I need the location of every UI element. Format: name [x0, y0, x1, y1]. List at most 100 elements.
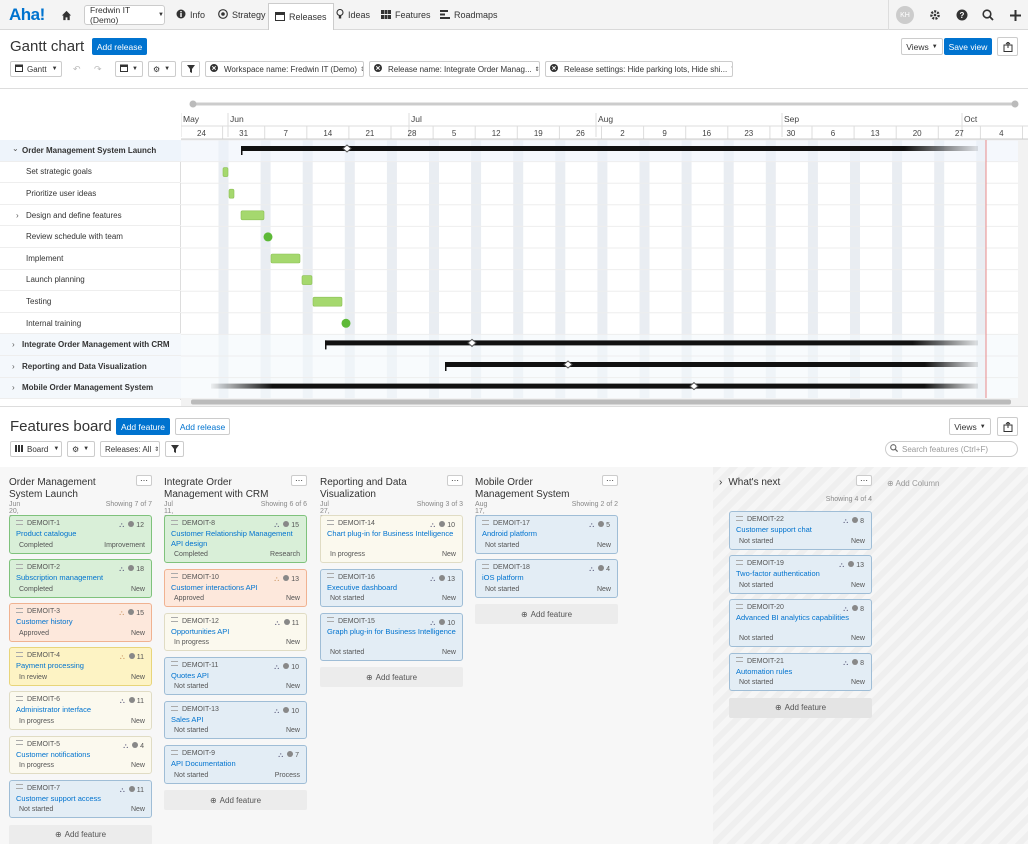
feature-name[interactable]: Android platform [482, 529, 538, 538]
add-feature-button[interactable]: ⊕ Add feature [729, 697, 872, 718]
views-dropdown[interactable]: Views ▼ [901, 38, 943, 55]
feature-card[interactable]: DEMOIT-17 Android platform Not started New ⛬… [475, 515, 618, 554]
feature-name[interactable]: Customer support chat [736, 525, 812, 534]
feature-name[interactable]: Opportunities API [171, 626, 230, 636]
aha-logo[interactable]: Aha! [9, 5, 45, 24]
drag-handle-icon[interactable] [327, 573, 334, 579]
gantt-row[interactable]: › Mobile Order Management System [0, 377, 181, 400]
feature-name[interactable]: Chart plug-in for Business Intelligence [327, 529, 454, 538]
gantt-view-select[interactable]: Gantt ▼ [10, 61, 62, 77]
avatar[interactable]: KH [896, 6, 914, 24]
feature-name[interactable]: API Documentation [171, 759, 236, 768]
column-menu-button[interactable]: ⋯ [602, 475, 618, 486]
filter-icon[interactable] [165, 441, 184, 457]
workspace-selector[interactable]: Fredwin IT (Demo) ▼ [84, 5, 165, 25]
feature-card[interactable]: DEMOIT-4 Payment processing In review New ⛬ 1… [9, 647, 152, 686]
feature-name[interactable]: Administrator interface [16, 705, 92, 715]
undo-icon[interactable]: ↶ [73, 64, 81, 74]
filter-icon[interactable] [181, 61, 200, 77]
chevron-right-icon[interactable]: › [16, 210, 19, 220]
gantt-row[interactable]: Testing [0, 291, 181, 313]
share-icon[interactable] [997, 37, 1018, 56]
feature-card[interactable]: DEMOIT-9 API Documentation Not started Proc… [164, 745, 307, 784]
gantt-row[interactable]: Launch planning [0, 270, 181, 292]
gantt-row[interactable]: Set strategic goals [0, 162, 181, 184]
feature-card[interactable]: DEMOIT-3 Customer history Approved New ⛬ 15 [9, 603, 152, 642]
feature-card[interactable]: DEMOIT-16 Executive dashboard Not started N… [320, 568, 463, 608]
feature-card[interactable]: DEMOIT-15 Graph plug-in for Business Inte… [320, 612, 463, 661]
feature-name[interactable]: Customer Relationship Management API des… [171, 529, 293, 548]
drag-handle-icon[interactable] [171, 519, 178, 525]
feature-card[interactable]: DEMOIT-6 Administrator interface In progre… [9, 691, 152, 730]
drag-handle-icon[interactable] [482, 519, 489, 525]
release-name-filter[interactable]: Release name: Integrate Order Manag... ⇕ [369, 61, 540, 77]
date-range-button[interactable]: ▼ [115, 61, 143, 77]
releases-filter[interactable]: Releases: All ⇕ [100, 441, 160, 457]
chevron-right-icon[interactable]: › [12, 340, 15, 350]
share-icon[interactable] [997, 417, 1018, 436]
board-settings-dropdown[interactable]: ⚙ ▼ [67, 441, 95, 457]
filter-remove-icon[interactable] [374, 64, 382, 74]
drag-handle-icon[interactable] [16, 740, 23, 746]
feature-card[interactable]: DEMOIT-8 Customer Relationship Management… [164, 515, 307, 563]
tab-roadmaps[interactable]: Roadmaps [434, 4, 504, 26]
help-icon[interactable]: ? [950, 3, 974, 27]
redo-icon[interactable]: ↷ [94, 64, 102, 74]
column-menu-button[interactable]: ⋯ [447, 475, 463, 486]
feature-name[interactable]: Two-factor authentication [736, 569, 820, 579]
drag-handle-icon[interactable] [16, 519, 23, 525]
column-menu-button[interactable]: ⋯ [136, 475, 152, 486]
gantt-row[interactable]: Prioritize user ideas [0, 183, 181, 205]
drag-handle-icon[interactable] [171, 573, 178, 579]
tab-ideas[interactable]: Ideas [330, 4, 376, 26]
settings-dropdown[interactable]: ⚙ ▼ [148, 61, 176, 77]
drag-handle-icon[interactable] [16, 651, 23, 657]
drag-handle-icon[interactable] [736, 515, 743, 521]
search-features-input[interactable]: Search features (Ctrl+F) [885, 441, 1018, 457]
drag-handle-icon[interactable] [16, 563, 23, 569]
feature-name[interactable]: Quotes API [171, 670, 209, 680]
gantt-row[interactable]: ⌄ Order Management System Launch [0, 140, 181, 162]
feature-name[interactable]: Automation rules [736, 666, 793, 676]
feature-name[interactable]: Executive dashboard [327, 582, 398, 592]
add-column-button[interactable]: ⊕ Add Column [887, 479, 940, 488]
add-release-button-board[interactable]: Add release [175, 418, 230, 435]
drag-handle-icon[interactable] [736, 559, 743, 565]
chevron-right-icon[interactable]: › [12, 383, 15, 393]
feature-name[interactable]: Graph plug-in for Business Intelligence [327, 626, 456, 636]
drag-handle-icon[interactable] [736, 657, 743, 663]
feature-name[interactable]: Advanced BI analytics capabilities [736, 613, 849, 623]
gantt-row[interactable]: › Reporting and Data Visualization [0, 356, 181, 378]
feature-name[interactable]: Customer notifications [16, 749, 91, 759]
drag-handle-icon[interactable] [482, 563, 489, 569]
column-menu-button[interactable]: ⋯ [856, 475, 872, 486]
feature-card[interactable]: DEMOIT-18 iOS platform Not started New ⛬ 4 [475, 559, 618, 598]
feature-name[interactable]: Customer interactions API [171, 582, 258, 592]
column-title[interactable]: Integrate Order Management with CRM [164, 477, 282, 501]
workspace-filter[interactable]: Workspace name: Fredwin IT (Demo) ⇕ [205, 61, 364, 77]
feature-card[interactable]: DEMOIT-10 Customer interactions API Approv… [164, 568, 307, 608]
feature-card[interactable]: DEMOIT-5 Customer notifications In progres… [9, 735, 152, 774]
feature-card[interactable]: DEMOIT-2 Subscription management Completed… [9, 559, 152, 598]
drag-handle-icon[interactable] [327, 617, 334, 623]
feature-card[interactable]: DEMOIT-14 Chart plug-in for Business Inte… [320, 515, 463, 563]
feature-name[interactable]: Subscription management [16, 573, 104, 583]
drag-handle-icon[interactable] [171, 749, 178, 755]
feature-card[interactable]: DEMOIT-20 Advanced BI analytics capabilit… [729, 599, 872, 648]
drag-handle-icon[interactable] [327, 519, 334, 525]
gantt-timeline[interactable]: May Jun Jul Aug Sep Oct 24 31 7 14 21 28 5 12 19 26 2 9 16… [181, 88, 1028, 406]
feature-card[interactable]: DEMOIT-7 Customer support access Not start… [9, 779, 152, 819]
feature-name[interactable]: Customer support access [16, 793, 102, 803]
gantt-row[interactable]: Internal training [0, 313, 181, 335]
drag-handle-icon[interactable] [16, 696, 23, 702]
add-release-button[interactable]: Add release [92, 38, 147, 55]
column-title[interactable]: Mobile Order Management System [475, 477, 593, 501]
board-views-dropdown[interactable]: Views ▼ [949, 418, 991, 435]
tab-releases[interactable]: Releases [268, 3, 334, 30]
tab-info[interactable]: Info [170, 4, 211, 26]
add-feature-button[interactable]: ⊕ Add feature [475, 604, 618, 625]
filter-remove-icon[interactable] [210, 64, 218, 74]
feature-name[interactable]: Payment processing [16, 661, 84, 671]
drag-handle-icon[interactable] [736, 603, 743, 609]
gear-icon[interactable] [923, 3, 947, 27]
